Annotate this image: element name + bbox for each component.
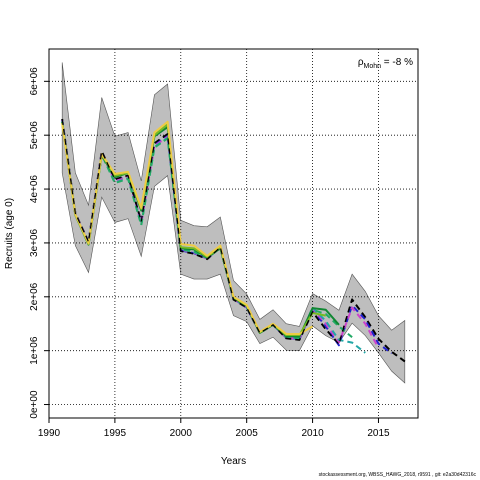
plot-frame [48, 48, 419, 419]
y-tick-label: 4e+06 [29, 175, 40, 204]
x-tick-label: 1995 [104, 428, 127, 439]
confidence-band [61, 62, 406, 384]
x-tick-label: 2010 [301, 428, 324, 439]
series-layer [61, 118, 406, 363]
rho-value: = -8 % [381, 57, 413, 68]
series-line-reference-overlay [61, 118, 406, 362]
y-tick-label: 1e+06 [29, 336, 40, 365]
x-axis: 1990 1995 2000 2005 2010 2015 [38, 418, 390, 439]
y-tick-label: 0e+00 [29, 390, 40, 419]
rho-subscript: Mohn [364, 63, 382, 70]
rho-symbol: ρ [358, 57, 364, 68]
y-tick-label: 6e+06 [29, 67, 40, 96]
x-tick-label: 2005 [236, 428, 259, 439]
x-tick-label: 2000 [170, 428, 193, 439]
confidence-band-layer [61, 62, 406, 384]
y-axis-label: Recruits (age 0) [4, 198, 15, 269]
y-tick-label: 5e+06 [29, 121, 40, 150]
x-tick-label: 2015 [367, 428, 390, 439]
x-tick-label: 1990 [38, 428, 61, 439]
footer-credit: stockassessment.org, WBSS_HAWG_2018, r95… [318, 472, 476, 478]
x-axis-label: Years [221, 456, 246, 467]
y-tick-label: 3e+06 [29, 228, 40, 257]
y-tick-label: 2e+06 [29, 282, 40, 311]
y-axis: 0e+00 1e+06 2e+06 3e+06 4e+06 5e+06 6e+06 [29, 67, 49, 419]
mohn-rho-annotation: ρMohn = -8 % [358, 57, 413, 70]
